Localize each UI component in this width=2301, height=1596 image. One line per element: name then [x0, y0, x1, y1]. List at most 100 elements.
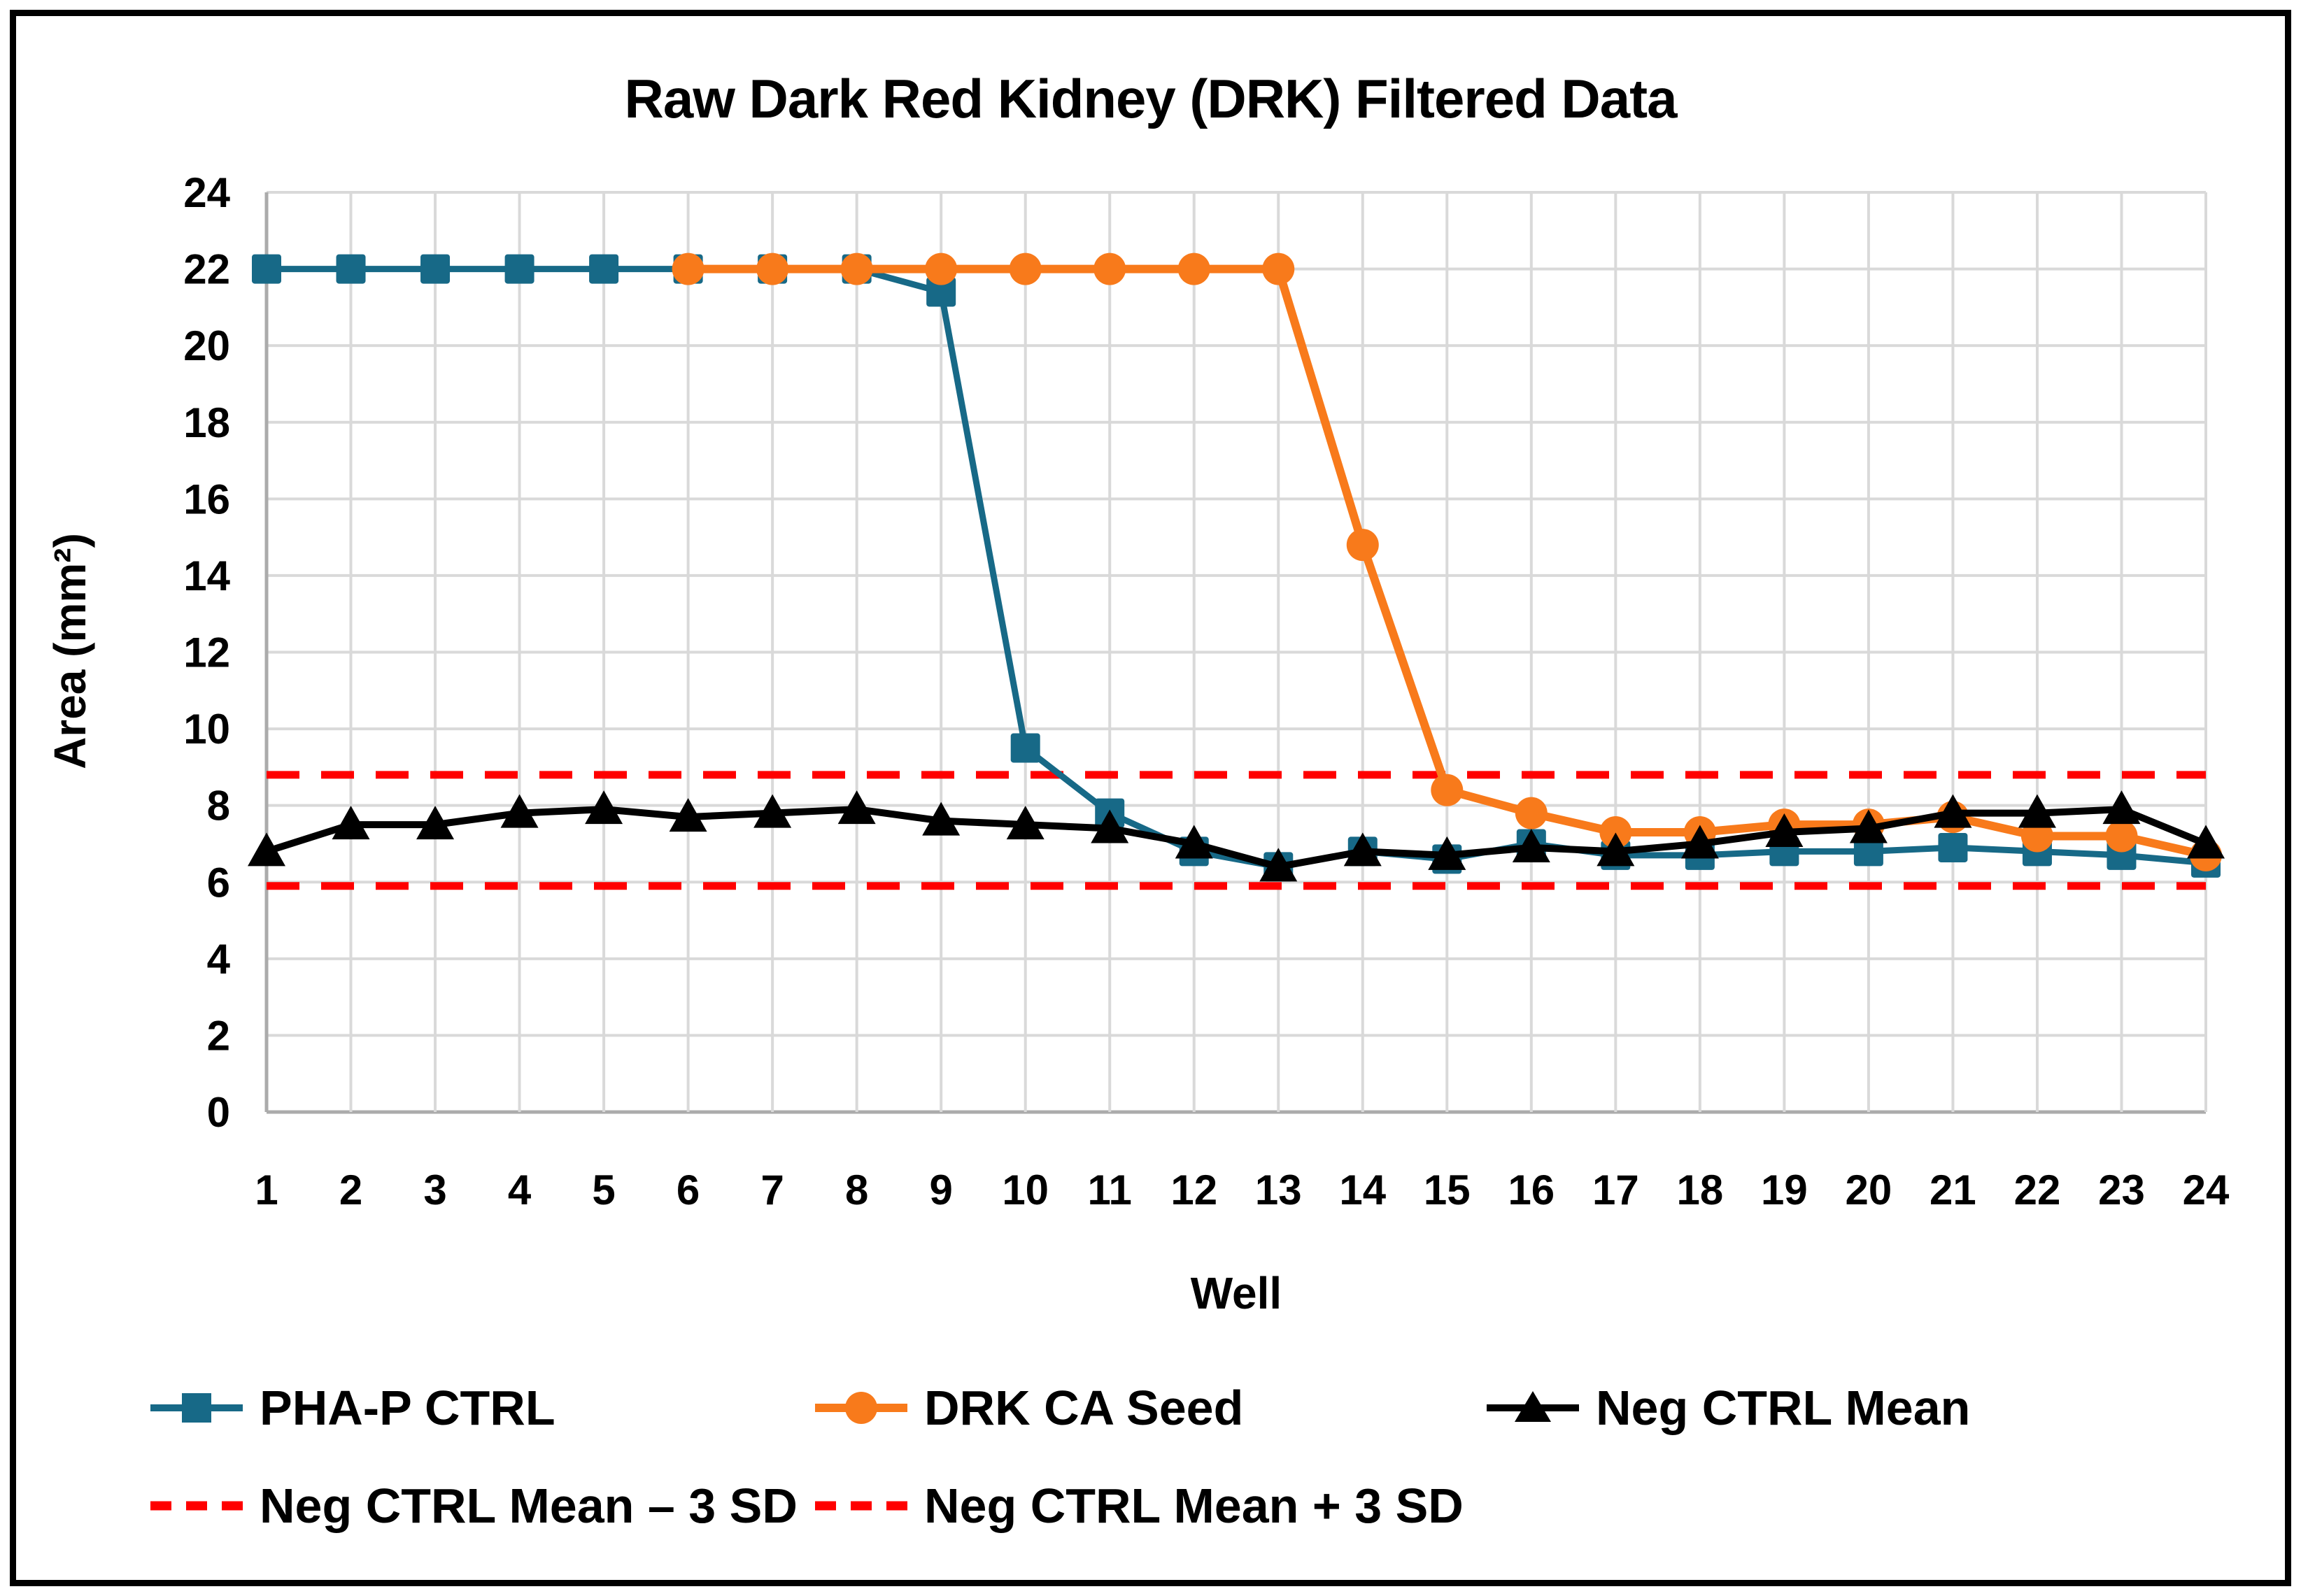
- x-tick-label: 6: [677, 1167, 700, 1213]
- y-tick-label: 2: [207, 1012, 230, 1059]
- y-tick-label: 18: [183, 399, 230, 446]
- chart-title: Raw Dark Red Kidney (DRK) Filtered Data: [624, 68, 1678, 129]
- marker: [1428, 836, 1466, 870]
- y-tick-label: 6: [207, 859, 230, 906]
- marker: [840, 252, 873, 285]
- legend-label: DRK CA Seed: [924, 1381, 1244, 1435]
- x-tick-label: 10: [1002, 1167, 1049, 1213]
- x-tick-label: 5: [592, 1167, 615, 1213]
- x-tick-label: 9: [929, 1167, 952, 1213]
- marker: [753, 794, 792, 828]
- drk-ca-seed-legend-marker: [815, 1392, 907, 1424]
- marker: [1259, 848, 1298, 882]
- marker: [837, 790, 876, 825]
- x-tick-label: 1: [255, 1167, 278, 1213]
- x-tick-label: 7: [760, 1167, 784, 1213]
- x-tick-label: 12: [1170, 1167, 1217, 1213]
- neg-ctrl-mean-plus-3sd-legend-marker: [815, 1501, 907, 1511]
- marker: [2020, 820, 2053, 853]
- marker: [672, 252, 705, 285]
- marker: [585, 790, 623, 825]
- legend-item-neg-ctrl-mean: Neg CTRL Mean: [1487, 1366, 1970, 1450]
- legend-item-neg-ctrl-mean-plus-3sd: Neg CTRL Mean + 3 SD: [815, 1464, 1464, 1548]
- gridlines: [264, 191, 2207, 1114]
- figure-border: [10, 10, 2291, 1586]
- x-tick-label: 19: [1761, 1167, 1808, 1213]
- x-tick-label: 14: [1339, 1167, 1386, 1213]
- marker: [1346, 529, 1379, 562]
- marker: [1431, 774, 1464, 806]
- marker: [1938, 832, 1968, 862]
- marker: [500, 794, 539, 828]
- marker: [1006, 806, 1045, 840]
- marker: [669, 798, 707, 832]
- x-tick-label: 16: [1508, 1167, 1555, 1213]
- marker: [1091, 809, 1129, 843]
- pha-p-ctrl-legend-marker: [150, 1393, 243, 1423]
- marker: [2102, 790, 2141, 825]
- x-tick-label: 11: [1087, 1167, 1131, 1213]
- x-tick-label: 4: [508, 1167, 532, 1213]
- x-axis-title: Well: [1190, 1268, 1282, 1318]
- x-tick-label: 2: [339, 1167, 362, 1213]
- marker: [1680, 825, 1719, 859]
- marker: [1177, 252, 1210, 285]
- marker: [1343, 832, 1382, 867]
- x-tick-label: 23: [2098, 1167, 2145, 1213]
- legend-item-neg-ctrl-mean-minus-3sd: Neg CTRL Mean – 3 SD: [150, 1464, 798, 1548]
- marker: [1262, 252, 1295, 285]
- x-tick-label: 8: [845, 1167, 868, 1213]
- marker: [336, 254, 366, 284]
- marker: [1765, 813, 1804, 848]
- y-tick-label: 12: [183, 629, 230, 676]
- y-tick-label: 0: [207, 1089, 230, 1136]
- legend-item-drk-ca-seed: DRK CA Seed: [815, 1366, 1243, 1450]
- marker: [1934, 794, 1972, 828]
- y-tick-label: 10: [183, 706, 230, 753]
- x-tick-label: 22: [2014, 1167, 2061, 1213]
- series-neg-ctrl-mean: [248, 790, 2225, 882]
- marker: [1515, 797, 1548, 829]
- x-tick-label: 18: [1676, 1167, 1723, 1213]
- x-tick-label: 17: [1592, 1167, 1639, 1213]
- marker: [1849, 809, 1888, 843]
- legend-label: Neg CTRL Mean: [1596, 1381, 1971, 1435]
- y-axis-title: Area (mm²): [45, 533, 95, 769]
- marker: [1512, 828, 1550, 862]
- marker: [2105, 820, 2138, 853]
- legend-label: Neg CTRL Mean – 3 SD: [260, 1479, 798, 1533]
- legend-item-pha-p-ctrl: PHA-P CTRL: [150, 1366, 555, 1450]
- marker: [589, 254, 619, 284]
- legend-label: PHA-P CTRL: [260, 1381, 555, 1435]
- marker: [1599, 816, 1632, 849]
- marker: [926, 277, 956, 307]
- y-tick-label: 24: [183, 169, 230, 216]
- x-tick-label: 24: [2183, 1167, 2230, 1213]
- y-tick-label: 8: [207, 783, 230, 829]
- marker: [1010, 733, 1040, 763]
- marker: [1009, 252, 1042, 285]
- series-pha-p-ctrl: [252, 254, 2221, 882]
- marker: [2187, 825, 2225, 859]
- threshold-lines: [267, 771, 2206, 890]
- neg-ctrl-mean-legend-marker: [1487, 1391, 1579, 1422]
- legend-label: Neg CTRL Mean + 3 SD: [924, 1479, 1464, 1533]
- marker: [922, 801, 961, 836]
- y-tick-label: 16: [183, 476, 230, 522]
- marker: [1175, 825, 1213, 859]
- marker: [332, 806, 370, 840]
- y-tick-label: 20: [183, 322, 230, 369]
- x-tick-label: 15: [1424, 1167, 1471, 1213]
- x-tick-label: 20: [1846, 1167, 1892, 1213]
- x-tick-label: 13: [1255, 1167, 1302, 1213]
- marker: [420, 254, 451, 284]
- marker: [1093, 252, 1126, 285]
- neg-ctrl-mean-minus-3sd-legend-marker: [150, 1501, 243, 1511]
- marker: [1853, 836, 1883, 867]
- marker: [248, 832, 285, 867]
- marker: [416, 806, 455, 840]
- marker: [2018, 794, 2056, 828]
